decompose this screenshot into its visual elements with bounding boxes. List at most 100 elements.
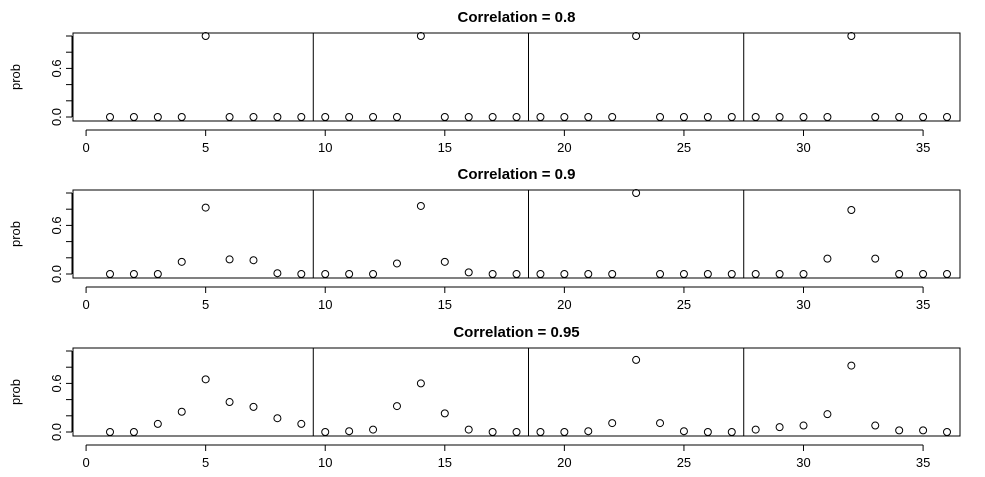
data-point bbox=[129, 428, 138, 436]
data-point bbox=[392, 259, 401, 268]
plot-frame bbox=[72, 32, 961, 122]
data-point bbox=[584, 270, 593, 278]
data-point bbox=[369, 425, 378, 434]
data-point bbox=[727, 113, 736, 121]
data-point bbox=[225, 113, 234, 121]
data-point bbox=[464, 113, 473, 121]
x-tick-label: 25 bbox=[677, 455, 691, 470]
data-point bbox=[536, 428, 545, 436]
data-point bbox=[871, 113, 880, 121]
data-point bbox=[919, 113, 928, 121]
data-point bbox=[488, 428, 497, 436]
data-point bbox=[799, 270, 808, 278]
data-point bbox=[297, 419, 306, 428]
data-point bbox=[201, 32, 210, 40]
data-point bbox=[751, 113, 760, 121]
data-point bbox=[703, 113, 712, 121]
data-point bbox=[249, 256, 258, 265]
data-point bbox=[943, 113, 951, 121]
data-point bbox=[177, 407, 186, 416]
x-tick-label: 20 bbox=[557, 455, 571, 470]
data-point bbox=[297, 270, 306, 278]
y-tick-label: 0.6 bbox=[49, 59, 64, 77]
data-point bbox=[560, 270, 569, 278]
data-point bbox=[392, 402, 401, 411]
data-point bbox=[512, 113, 521, 121]
data-point bbox=[464, 268, 473, 277]
data-point bbox=[823, 254, 832, 263]
y-tick-label: 0.0 bbox=[49, 423, 64, 441]
data-point bbox=[153, 419, 162, 428]
data-point bbox=[512, 270, 521, 278]
data-point bbox=[608, 270, 617, 278]
data-point bbox=[775, 113, 784, 121]
x-tick-label: 35 bbox=[916, 297, 930, 312]
chart-title: Correlation = 0.9 bbox=[458, 166, 576, 183]
data-point bbox=[416, 201, 425, 210]
data-point bbox=[129, 270, 138, 278]
data-point bbox=[177, 113, 186, 121]
data-point bbox=[560, 428, 569, 436]
x-tick-label: 25 bbox=[677, 297, 691, 312]
x-tick-label: 0 bbox=[82, 455, 89, 470]
data-point bbox=[895, 113, 904, 121]
data-point bbox=[823, 410, 832, 419]
plot-frame bbox=[72, 189, 961, 279]
data-point bbox=[488, 270, 497, 278]
data-point bbox=[201, 203, 210, 212]
data-point bbox=[751, 270, 760, 278]
data-point bbox=[751, 425, 760, 434]
data-point bbox=[775, 270, 784, 278]
data-point bbox=[775, 423, 784, 432]
y-axis-label: prob bbox=[8, 221, 23, 247]
data-point bbox=[153, 113, 162, 121]
x-tick-label: 15 bbox=[438, 455, 452, 470]
data-point bbox=[679, 427, 688, 436]
data-point bbox=[608, 113, 617, 121]
chart-title: Correlation = 0.95 bbox=[453, 324, 579, 341]
data-point bbox=[369, 270, 378, 278]
data-point bbox=[632, 189, 641, 197]
data-point bbox=[416, 379, 425, 388]
data-point bbox=[847, 361, 856, 370]
data-point bbox=[369, 113, 378, 121]
data-point bbox=[488, 113, 497, 121]
y-tick-label: 0.0 bbox=[49, 265, 64, 283]
data-point bbox=[440, 409, 449, 418]
x-tick-label: 10 bbox=[318, 297, 332, 312]
data-point bbox=[321, 270, 330, 278]
data-point bbox=[656, 419, 665, 428]
data-point bbox=[799, 421, 808, 430]
data-point bbox=[608, 419, 617, 428]
chart-title: Correlation = 0.8 bbox=[458, 9, 576, 26]
data-point bbox=[895, 426, 904, 435]
x-tick-label: 5 bbox=[202, 140, 209, 155]
x-tick-label: 15 bbox=[438, 140, 452, 155]
data-point bbox=[225, 398, 234, 407]
x-tick-label: 15 bbox=[438, 297, 452, 312]
data-point bbox=[727, 270, 736, 278]
x-tick-label: 30 bbox=[796, 140, 810, 155]
data-point bbox=[129, 113, 138, 121]
data-point bbox=[512, 428, 521, 436]
x-tick-label: 35 bbox=[916, 455, 930, 470]
data-point bbox=[584, 113, 593, 121]
data-point bbox=[823, 113, 832, 121]
data-point bbox=[679, 270, 688, 278]
data-point bbox=[536, 113, 545, 121]
y-axis-label: prob bbox=[8, 64, 23, 90]
data-point bbox=[584, 427, 593, 436]
data-point bbox=[632, 32, 641, 40]
data-point bbox=[345, 113, 354, 121]
data-point bbox=[225, 255, 234, 264]
plot-frame bbox=[72, 347, 961, 437]
data-point bbox=[679, 113, 688, 121]
data-point bbox=[106, 270, 114, 278]
data-point bbox=[703, 270, 712, 278]
data-point bbox=[321, 113, 330, 121]
data-point bbox=[153, 270, 162, 278]
y-tick-label: 0.6 bbox=[49, 374, 64, 392]
x-tick-label: 10 bbox=[318, 455, 332, 470]
data-point bbox=[345, 427, 354, 436]
